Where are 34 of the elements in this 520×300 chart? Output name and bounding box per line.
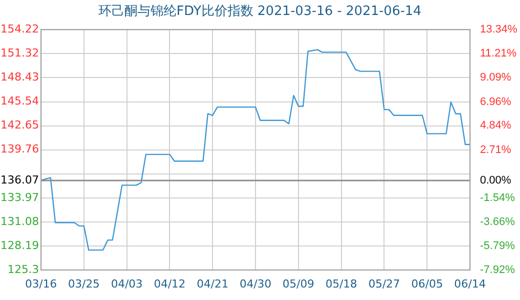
x-tick-label: 06/05 bbox=[411, 277, 443, 290]
y-tick-label: 145.54 bbox=[0, 94, 39, 108]
x-tick-label: 05/18 bbox=[325, 277, 358, 290]
y-tick-label: 131.08 bbox=[0, 214, 39, 228]
y2-tick-label: 9.09% bbox=[480, 72, 512, 84]
y-tick-label: 142.65 bbox=[0, 118, 39, 132]
x-tick-label: 04/03 bbox=[110, 277, 143, 290]
y-tick-label: 154.22 bbox=[0, 22, 39, 36]
y-tick-label: 128.19 bbox=[0, 238, 39, 252]
x-tick-label: 03/25 bbox=[68, 277, 100, 290]
y2-tick-label: 0.00% bbox=[480, 174, 512, 186]
y2-tick-label: 11.21% bbox=[480, 48, 517, 60]
y-tick-label: 151.32 bbox=[0, 46, 39, 60]
x-tick-label: 05/27 bbox=[368, 277, 400, 290]
y2-tick-label: 2.71% bbox=[480, 144, 512, 156]
y2-tick-label: -5.79% bbox=[480, 240, 516, 252]
y-tick-label: 139.76 bbox=[0, 142, 39, 156]
y2-tick-label: 4.84% bbox=[480, 120, 512, 132]
x-tick-label: 05/09 bbox=[282, 277, 314, 290]
x-tick-label: 03/16 bbox=[25, 277, 57, 290]
y-tick-label: 133.97 bbox=[0, 190, 39, 204]
y2-tick-label: -1.54% bbox=[480, 192, 516, 204]
chart-title: 环己酮与锦纶FDY比价指数 2021-03-16 - 2021-06-14 bbox=[98, 4, 422, 20]
y-tick-label: 136.07 bbox=[0, 173, 39, 186]
y-tick-label: 148.43 bbox=[0, 70, 39, 84]
x-tick-label: 04/12 bbox=[154, 277, 186, 290]
y2-tick-label: 6.96% bbox=[480, 96, 512, 108]
y2-tick-label: -7.92% bbox=[480, 264, 516, 276]
y-tick-label: 125.3 bbox=[8, 262, 39, 276]
x-tick-label: 04/21 bbox=[196, 277, 228, 290]
y2-tick-label: -3.66% bbox=[480, 216, 516, 228]
x-tick-label: 04/30 bbox=[240, 277, 272, 290]
y2-tick-label: 13.34% bbox=[480, 24, 518, 36]
x-tick-label: 06/14 bbox=[454, 277, 486, 290]
